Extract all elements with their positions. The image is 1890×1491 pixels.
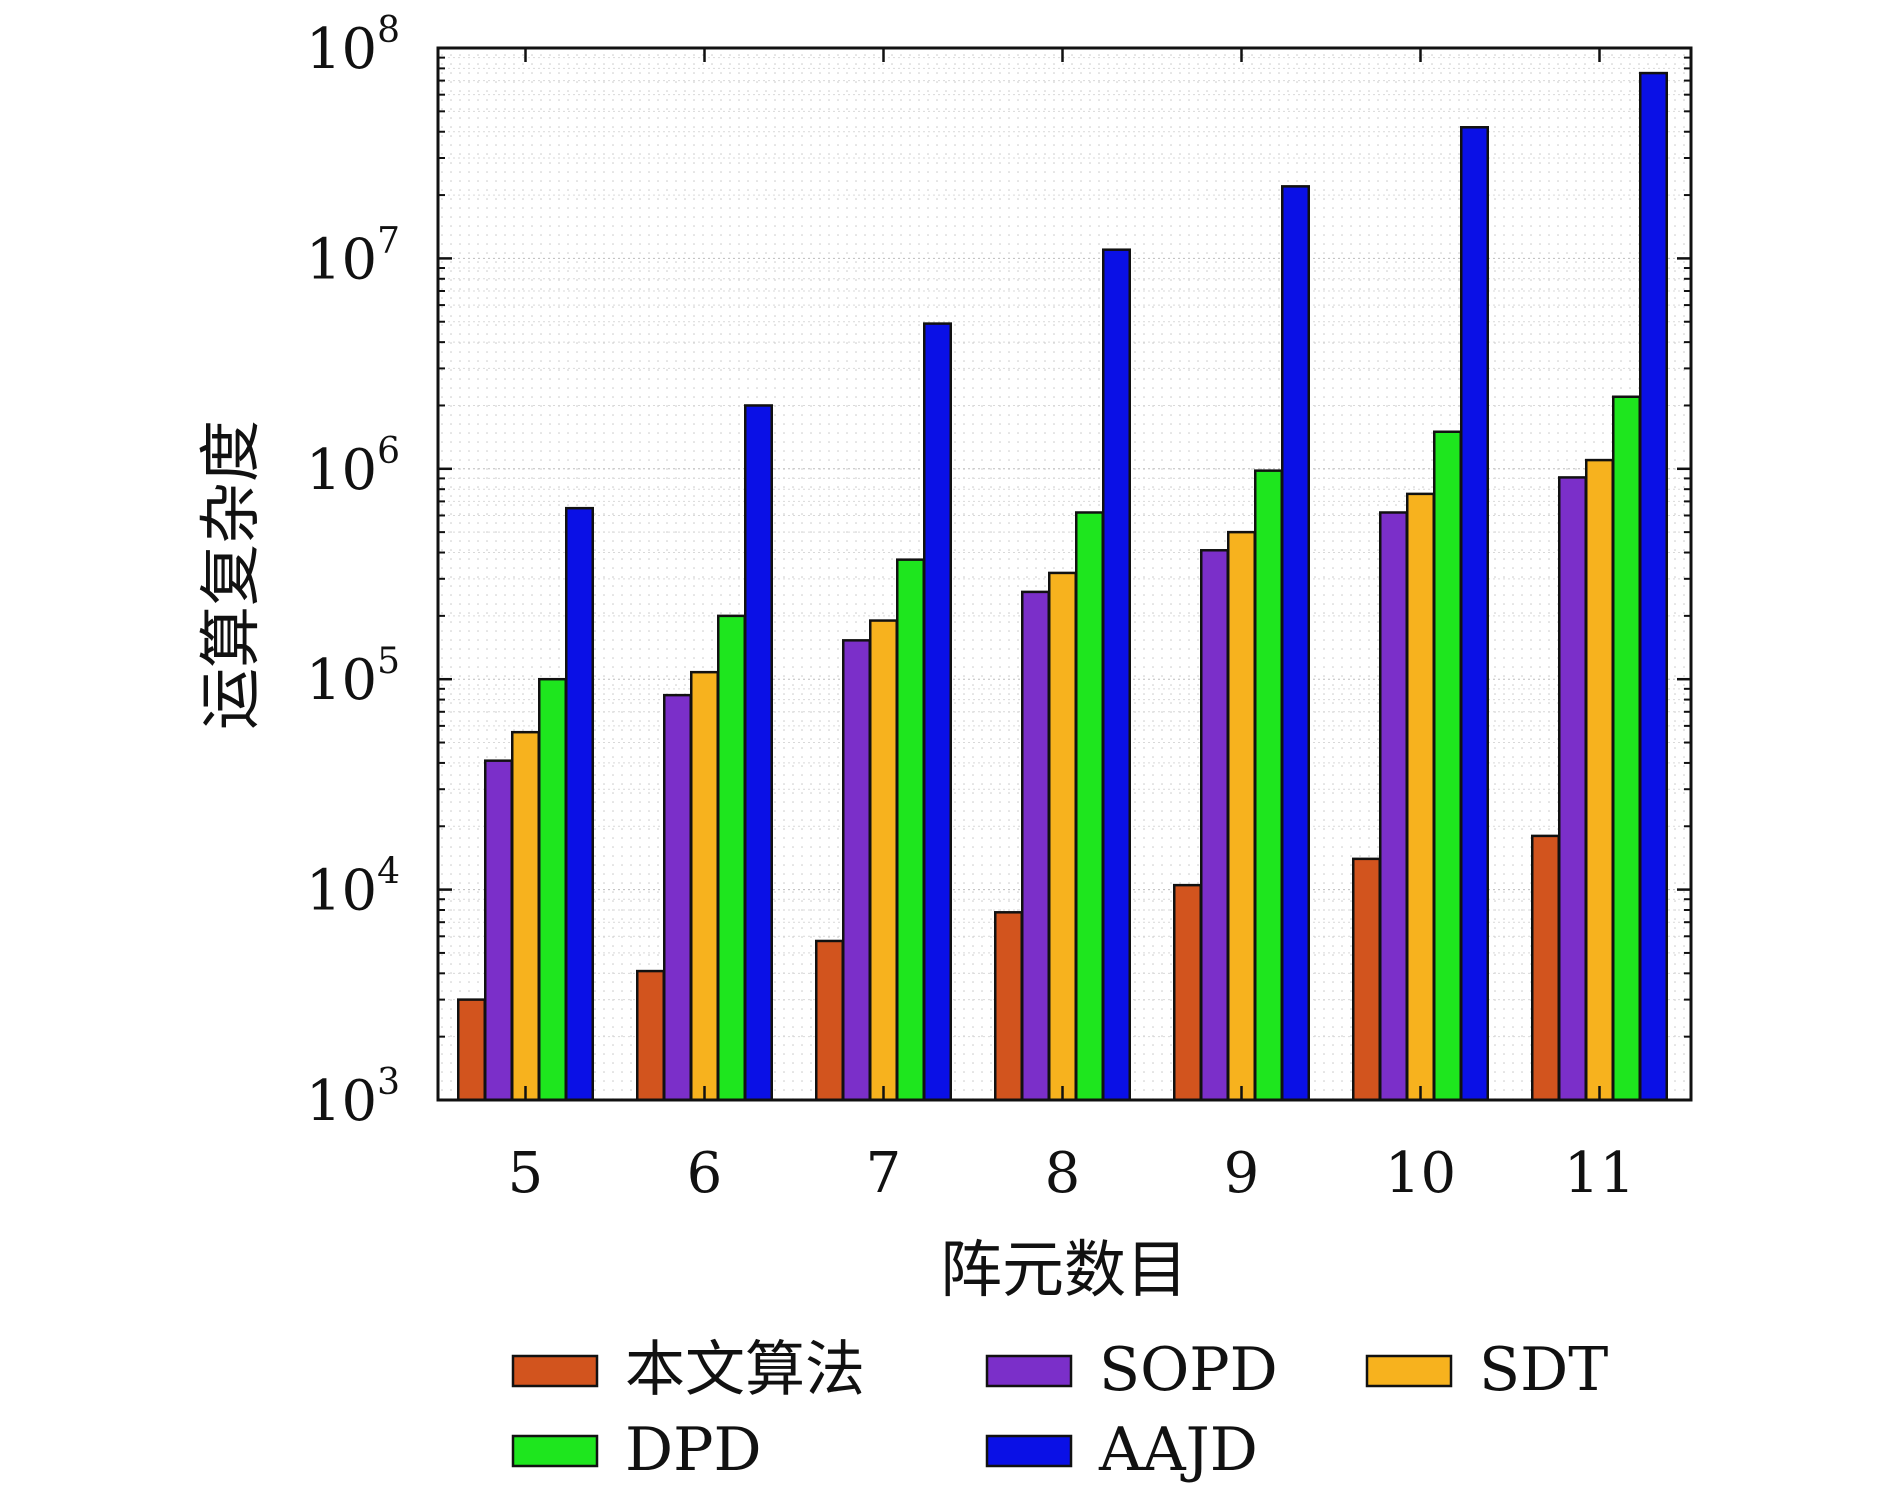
x-axis-label: 阵元数目 [940, 1233, 1188, 1306]
bar-本文算法-10 [1352, 857, 1381, 1102]
bar-DPD-11 [1612, 395, 1641, 1102]
x-tick-label: 11 [1564, 1141, 1635, 1206]
bar-SDT-9 [1227, 530, 1256, 1102]
x-tick-label: 5 [508, 1141, 544, 1206]
bar-AAJD-7 [923, 322, 952, 1102]
bar-SDT-10 [1406, 492, 1435, 1102]
bar-DPD-8 [1075, 511, 1104, 1102]
legend-swatch [511, 1434, 599, 1468]
bar-DPD-6 [717, 614, 746, 1102]
bar-SDT-6 [690, 670, 719, 1102]
bar-SDT-5 [511, 730, 540, 1102]
bar-SOPD-8 [1021, 590, 1050, 1102]
bar-本文算法-7 [815, 939, 844, 1102]
legend-label: AAJD [1098, 1415, 1258, 1485]
legend-label: SDT [1479, 1335, 1608, 1405]
plot-frame [436, 46, 1693, 1102]
bars [457, 71, 1668, 1102]
y-axis-label: 运算复杂度 [194, 420, 267, 730]
bar-DPD-7 [896, 558, 925, 1102]
x-tick-label: 6 [687, 1141, 723, 1206]
legend-swatch [1365, 1354, 1453, 1388]
bar-SDT-11 [1585, 458, 1614, 1102]
bar-SOPD-9 [1200, 549, 1229, 1102]
x-tick-label: 8 [1045, 1141, 1081, 1206]
bar-DPD-9 [1254, 469, 1283, 1102]
y-tick-label: 104 [306, 852, 400, 924]
bar-SOPD-10 [1379, 511, 1408, 1102]
y-tick-label: 106 [306, 431, 400, 503]
bar-本文算法-8 [994, 911, 1023, 1102]
bar-AAJD-5 [565, 506, 594, 1102]
x-axis-ticks: 5 6 7 8 9 10 11 [508, 48, 1635, 1206]
legend-label: SOPD [1099, 1335, 1278, 1405]
y-tick-label: 103 [306, 1062, 400, 1134]
legend-swatch [985, 1354, 1073, 1388]
bar-DPD-10 [1433, 430, 1462, 1102]
bar-SDT-7 [869, 619, 898, 1102]
y-tick-label: 108 [306, 10, 400, 82]
legend-label: 本文算法 [625, 1335, 865, 1405]
bar-本文算法-11 [1531, 834, 1560, 1102]
bar-AAJD-11 [1639, 71, 1668, 1102]
y-tick-label: 107 [306, 220, 400, 292]
bar-SOPD-11 [1558, 476, 1587, 1102]
bar-SOPD-7 [842, 639, 871, 1102]
x-tick-label: 9 [1224, 1141, 1260, 1206]
legend: 本文算法 SOPD SDT DPD AAJD [511, 1335, 1608, 1485]
bar-SOPD-5 [484, 759, 513, 1102]
x-tick-label: 7 [866, 1141, 902, 1206]
bar-AAJD-10 [1460, 126, 1489, 1102]
bar-本文算法-6 [636, 969, 665, 1102]
legend-swatch [511, 1354, 599, 1388]
bar-DPD-5 [538, 677, 567, 1102]
bar-本文算法-9 [1173, 883, 1202, 1102]
bar-AAJD-6 [744, 404, 773, 1102]
bar-SOPD-6 [663, 693, 692, 1102]
x-tick-label: 10 [1385, 1141, 1456, 1206]
legend-swatch [985, 1434, 1073, 1468]
y-tick-label: 105 [306, 641, 400, 713]
legend-label: DPD [625, 1415, 762, 1485]
y-axis-ticks: 103 104 105 106 107 108 [306, 10, 1691, 1134]
bar-AAJD-8 [1102, 248, 1131, 1102]
bar-AAJD-9 [1281, 185, 1310, 1102]
bar-SDT-8 [1048, 571, 1077, 1102]
bar-本文算法-5 [457, 998, 486, 1102]
